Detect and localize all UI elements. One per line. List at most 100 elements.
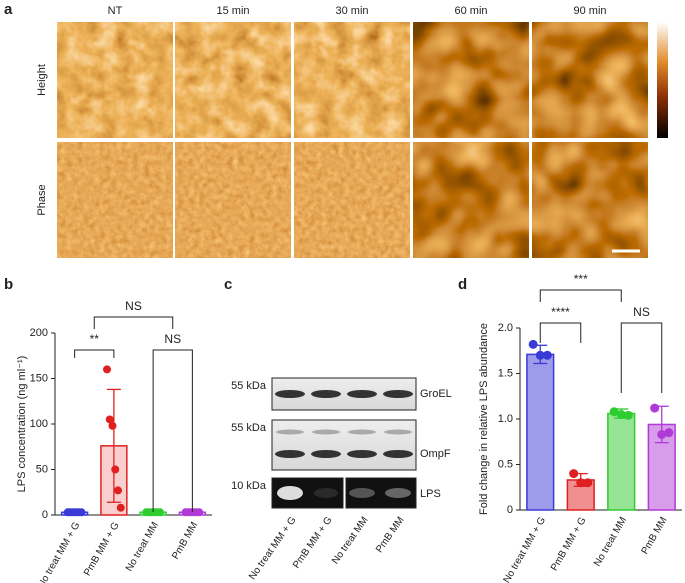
afm-image bbox=[294, 142, 410, 258]
data-point bbox=[616, 409, 626, 419]
panel-b: b 0 50 100 150 200 LPS concentration (ng ml⁻¹… bbox=[4, 276, 212, 583]
significance-label: *** bbox=[574, 272, 588, 286]
panel-a: a NT 15 min 30 min 60 min 90 min Height Phase bbox=[4, 1, 668, 258]
blot-label: LPS bbox=[420, 488, 441, 500]
band bbox=[312, 429, 340, 435]
significance-bracket bbox=[539, 322, 582, 343]
data-point bbox=[664, 428, 674, 438]
row-label: Phase bbox=[36, 184, 48, 215]
band bbox=[277, 486, 303, 500]
significance-label: NS bbox=[633, 305, 650, 319]
y-tick-label: 50 bbox=[36, 463, 48, 475]
significance-bracket bbox=[152, 349, 193, 512]
significance-label: ** bbox=[90, 332, 100, 346]
y-tick-label: 0.5 bbox=[498, 458, 513, 470]
bar bbox=[607, 412, 636, 511]
column-label: 30 min bbox=[335, 5, 368, 17]
afm-image bbox=[175, 142, 291, 258]
data-point bbox=[108, 421, 117, 430]
afm-image bbox=[57, 142, 173, 258]
marker-label: 10 kDa bbox=[231, 480, 267, 492]
y-tick-label: 1.5 bbox=[498, 367, 513, 379]
bar bbox=[647, 423, 676, 511]
data-point bbox=[650, 403, 660, 413]
panel-label: b bbox=[4, 276, 13, 293]
afm-image bbox=[413, 22, 529, 138]
y-tick-label: 100 bbox=[30, 418, 48, 430]
x-tick-label: PmB MM bbox=[640, 515, 670, 556]
data-point bbox=[535, 350, 545, 360]
data-point bbox=[195, 508, 204, 517]
band bbox=[349, 488, 375, 498]
y-tick-label: 0 bbox=[507, 504, 513, 516]
column-label: 15 min bbox=[216, 5, 249, 17]
afm-image bbox=[175, 22, 291, 138]
data-point bbox=[103, 365, 112, 374]
panel-label: c bbox=[224, 276, 232, 293]
x-tick-label: PmB MM + G bbox=[82, 520, 122, 578]
y-tick-label: 200 bbox=[30, 327, 48, 339]
significance-bracket bbox=[74, 349, 115, 358]
error-bar bbox=[106, 388, 121, 503]
data-point bbox=[609, 407, 619, 417]
data-point bbox=[576, 478, 586, 488]
y-tick-label: 0 bbox=[42, 509, 48, 521]
panel-c: c 55 kDa GroEL 55 kDa OmpF 10 kDa LPS No treat… bbox=[224, 276, 452, 582]
bar bbox=[526, 353, 555, 511]
x-tick-label: PmB MM bbox=[170, 520, 200, 561]
data-point bbox=[116, 503, 125, 512]
y-axis-label: LPS concentration (ng ml⁻¹) bbox=[16, 356, 28, 493]
marker-label: 55 kDa bbox=[231, 380, 267, 392]
data-point bbox=[583, 478, 593, 488]
data-point bbox=[155, 508, 164, 517]
column-label: 90 min bbox=[573, 5, 606, 17]
data-point bbox=[542, 350, 552, 360]
x-tick-label: No treat MM bbox=[124, 520, 161, 573]
significance-bracket bbox=[93, 316, 174, 329]
lane-label: No treat MM bbox=[330, 515, 371, 566]
data-point bbox=[111, 465, 120, 474]
band bbox=[314, 488, 338, 498]
significance-bracket bbox=[620, 322, 663, 393]
blot-label: OmpF bbox=[420, 448, 451, 460]
significance-label: **** bbox=[551, 305, 570, 319]
significance-label: NS bbox=[125, 299, 142, 313]
band bbox=[384, 429, 412, 435]
y-axis-label: Fold change in relative LPS abundance bbox=[478, 323, 490, 515]
lane-label: PmB MM + G bbox=[291, 515, 335, 571]
afm-image bbox=[294, 22, 410, 138]
x-tick-label: No treat MM + G bbox=[36, 520, 83, 583]
data-point bbox=[623, 410, 633, 420]
panel-label: a bbox=[4, 1, 13, 18]
significance-bracket bbox=[539, 289, 622, 302]
y-tick-label: 1.0 bbox=[498, 413, 513, 425]
band bbox=[383, 450, 413, 458]
band bbox=[311, 450, 341, 458]
y-tick-label: 150 bbox=[30, 372, 48, 384]
afm-image bbox=[532, 22, 648, 138]
marker-label: 55 kDa bbox=[231, 422, 267, 434]
lane-label: No treat MM + G bbox=[247, 515, 299, 582]
x-tick-label: No treat MM bbox=[592, 515, 629, 568]
data-point bbox=[77, 508, 86, 517]
data-point bbox=[113, 486, 122, 495]
significance-label: NS bbox=[164, 332, 181, 346]
panel-d: d 0 0.5 1.0 1.5 2.0 Fold change in relative L… bbox=[458, 272, 682, 583]
row-label: Height bbox=[36, 64, 48, 96]
data-point bbox=[569, 469, 579, 479]
color-bar bbox=[657, 22, 668, 138]
column-label: 60 min bbox=[454, 5, 487, 17]
panel-label: d bbox=[458, 276, 467, 293]
y-tick-label: 2.0 bbox=[498, 322, 513, 334]
afm-image bbox=[57, 22, 173, 138]
blot-label: GroEL bbox=[420, 388, 452, 400]
x-tick-label: PmB MM + G bbox=[549, 515, 589, 573]
band bbox=[276, 429, 304, 435]
data-point bbox=[657, 429, 667, 439]
afm-image bbox=[413, 142, 529, 258]
lane-label: PmB MM bbox=[374, 515, 407, 555]
blot bbox=[271, 419, 417, 471]
band bbox=[311, 390, 341, 398]
band bbox=[347, 390, 377, 398]
